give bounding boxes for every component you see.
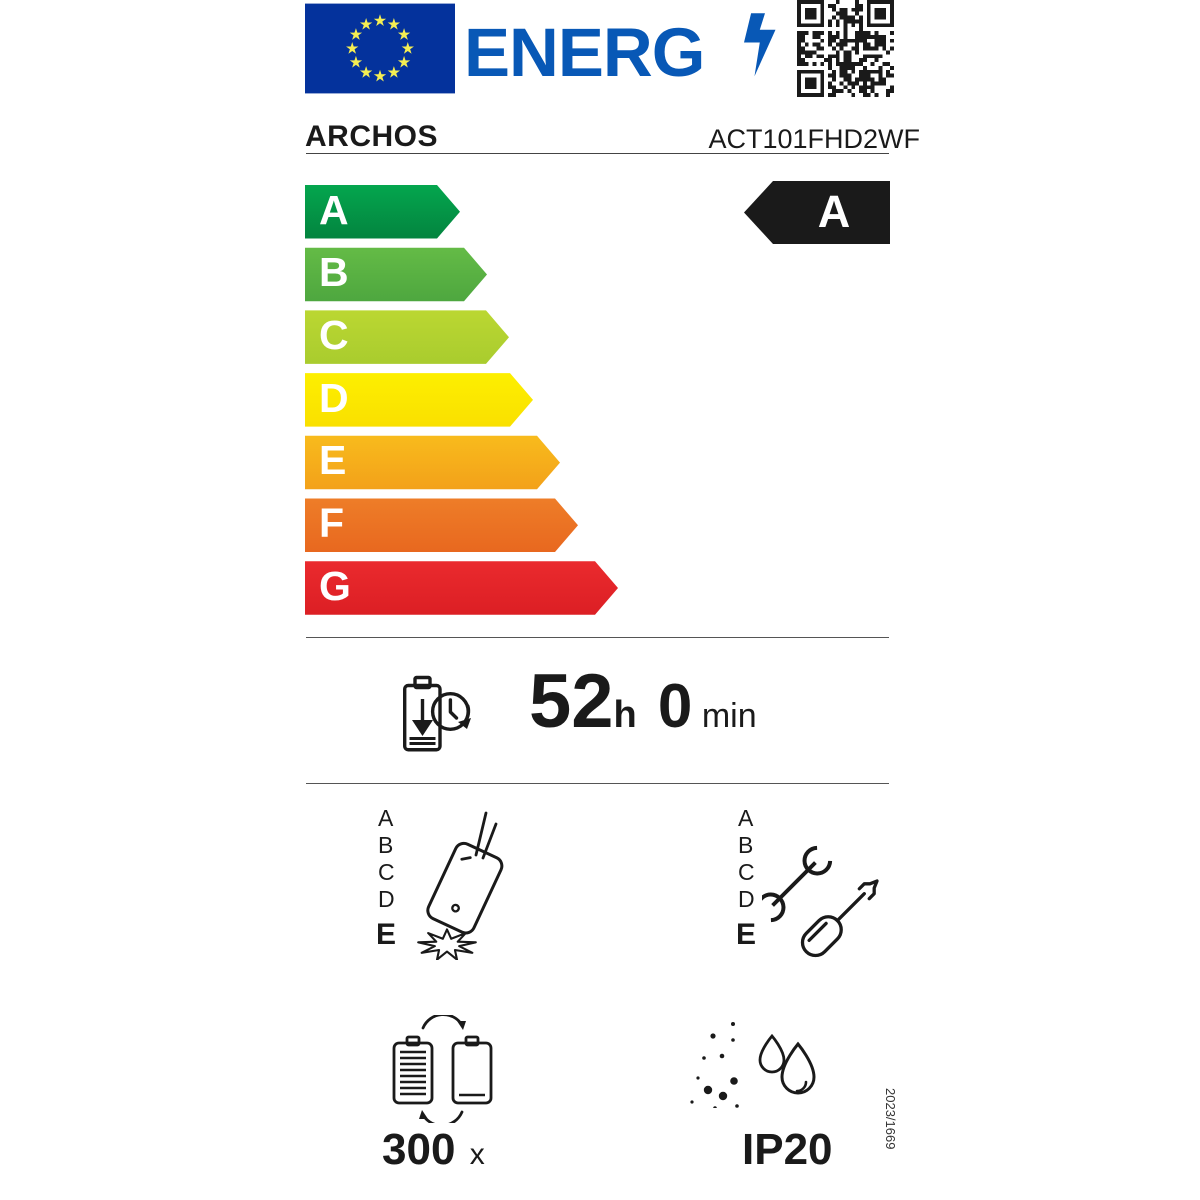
svg-text:E: E [319,437,346,483]
svg-text:G: G [319,563,351,609]
svg-text:F: F [319,500,344,546]
svg-text:B: B [319,249,349,295]
svg-text:D: D [319,375,349,421]
svg-text:A: A [818,186,851,237]
svg-text:A: A [319,187,349,233]
svg-text:C: C [319,312,349,358]
